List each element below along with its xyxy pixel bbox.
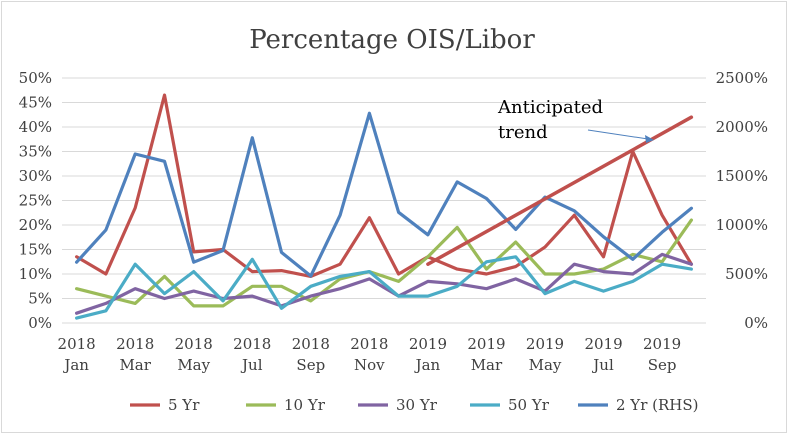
legend: 5 Yr 10 Yr 30 Yr 50 Yr 2 Yr (RHS) — [130, 396, 699, 414]
x-tick-month: May — [177, 356, 210, 374]
x-tick-year: 2018 — [292, 335, 330, 353]
x-tick-year: 2018 — [116, 335, 154, 353]
x-tick-month: Sep — [648, 356, 677, 374]
left-tick-label: 0% — [28, 314, 52, 332]
right-tick-label: 500% — [725, 265, 768, 283]
annotation-line-2: trend — [498, 122, 548, 143]
left-axis-labels: 0% 5% 10% 15% 20% 25% 30% 35% 40% 45% 50% — [19, 69, 52, 332]
x-tick-month: Jul — [591, 356, 614, 374]
chart-title: Percentage OIS/Libor — [249, 25, 535, 55]
left-tick-label: 25% — [19, 192, 52, 210]
left-tick-label: 50% — [19, 69, 52, 87]
x-tick-year: 2019 — [643, 335, 681, 353]
legend-label-5-yr: 5 Yr — [168, 396, 200, 414]
annotation-arrow — [587, 129, 649, 140]
left-tick-label: 15% — [19, 241, 52, 259]
x-tick-month: Mar — [119, 356, 151, 374]
legend-label-10-yr: 10 Yr — [284, 396, 326, 414]
annotation-line-1: Anticipated — [497, 97, 603, 118]
left-tick-label: 30% — [19, 167, 52, 185]
series-line-2-yr-rhs — [74, 111, 694, 278]
annotation-arrowhead — [645, 135, 654, 143]
x-tick-year: 2018 — [175, 335, 213, 353]
left-tick-label: 45% — [19, 94, 52, 112]
right-tick-label: 1000% — [716, 216, 768, 234]
x-tick-year: 2018 — [350, 335, 388, 353]
x-tick-year: 2019 — [467, 335, 505, 353]
left-tick-label: 5% — [28, 290, 52, 308]
x-tick-month: Mar — [471, 356, 503, 374]
x-tick-month: Jul — [240, 356, 263, 374]
x-tick-year: 2018 — [233, 335, 271, 353]
x-tick-month: Sep — [296, 356, 325, 374]
legend-label-2-yr-rhs: 2 Yr (RHS) — [616, 396, 699, 414]
annotation-layer: Anticipated trend — [497, 97, 654, 143]
x-tick-year: 2019 — [584, 335, 622, 353]
left-tick-label: 20% — [19, 216, 52, 234]
x-tick-year: 2019 — [526, 335, 564, 353]
legend-label-50-yr: 50 Yr — [508, 396, 550, 414]
series-line-5-yr — [74, 93, 694, 278]
right-tick-label: 2500% — [716, 69, 768, 87]
series-line-30-yr — [74, 252, 694, 315]
x-tick-month: Jan — [62, 356, 89, 374]
x-tick-year: 2019 — [409, 335, 447, 353]
left-tick-label: 35% — [19, 143, 52, 161]
legend-label-30-yr: 30 Yr — [396, 396, 438, 414]
series-line-10-yr — [74, 218, 694, 308]
left-tick-label: 40% — [19, 118, 52, 136]
right-tick-label: 0% — [744, 314, 768, 332]
x-tick-month: Nov — [354, 356, 385, 374]
x-axis-labels: 2018 Jan 2018 Mar 2018 May 2018 Jul 2018 Sep 2018 N… — [58, 335, 682, 374]
series-layer — [74, 93, 694, 320]
x-tick-year: 2018 — [58, 335, 96, 353]
right-axis-labels: 0% 500% 1000% 1500% 2000% 2500% — [716, 69, 768, 332]
x-tick-month: Jan — [414, 356, 441, 374]
x-tick-month: May — [529, 356, 562, 374]
series-line-50-yr — [74, 255, 694, 320]
left-tick-label: 10% — [19, 265, 52, 283]
right-tick-label: 1500% — [716, 167, 768, 185]
right-tick-label: 2000% — [716, 118, 768, 136]
